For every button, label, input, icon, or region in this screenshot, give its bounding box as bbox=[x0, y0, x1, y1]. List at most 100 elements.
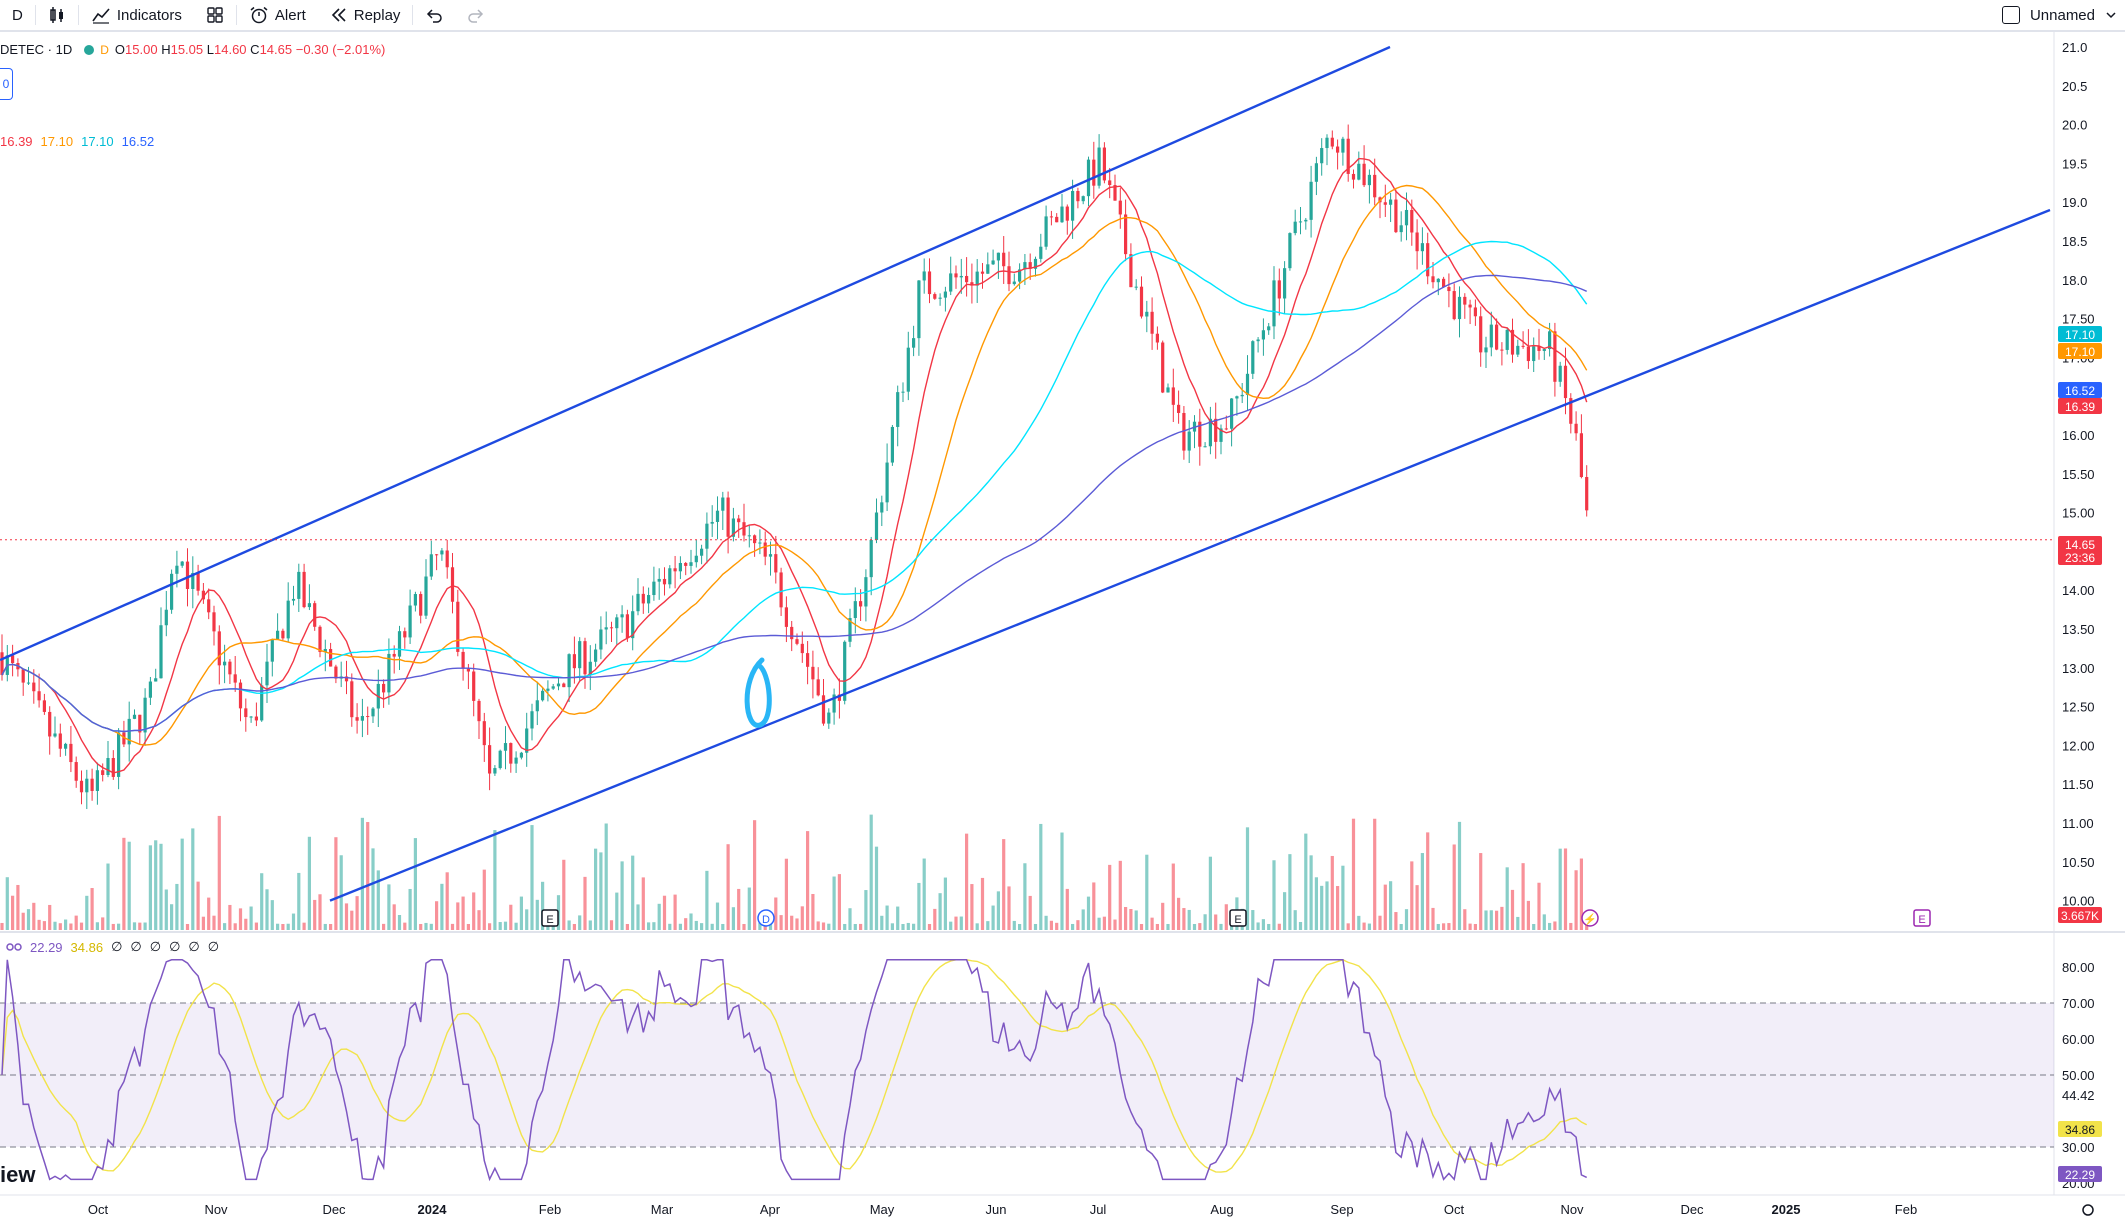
candle-body bbox=[1060, 206, 1064, 223]
replay-button[interactable]: Replay bbox=[318, 0, 413, 30]
candle-body bbox=[154, 678, 158, 682]
volume-bar bbox=[435, 901, 439, 930]
volume-bar bbox=[1192, 923, 1197, 930]
volume-bar bbox=[742, 923, 746, 930]
volume-bar bbox=[291, 913, 296, 930]
candle-body bbox=[784, 607, 788, 627]
candle-body bbox=[583, 641, 587, 675]
volume-bar bbox=[1092, 882, 1096, 930]
volume-bar bbox=[874, 846, 879, 930]
candle-body bbox=[1071, 190, 1075, 221]
layout-name[interactable]: Unnamed bbox=[2029, 6, 2095, 24]
candle-body bbox=[965, 275, 969, 283]
candle-body bbox=[684, 562, 688, 566]
volume-bar bbox=[1346, 923, 1350, 930]
candle-body bbox=[869, 539, 873, 578]
volume-bar bbox=[37, 919, 41, 930]
price-axis-label: 13.50 bbox=[2062, 622, 2095, 637]
candle-body bbox=[790, 626, 794, 640]
candle-body bbox=[1261, 330, 1265, 340]
candle-body bbox=[541, 690, 545, 701]
candle-body bbox=[201, 590, 205, 600]
candle-body bbox=[456, 601, 460, 652]
rsi-axis-label: 30.00 bbox=[2062, 1140, 2095, 1155]
volume-bar bbox=[1039, 823, 1043, 930]
price-tag bbox=[2058, 398, 2102, 414]
rsi-axis-label: 44.42 bbox=[2062, 1088, 2095, 1103]
candle-body bbox=[1283, 268, 1287, 299]
volume-bar bbox=[1442, 923, 1446, 930]
candle-body bbox=[1224, 428, 1228, 430]
candle-body bbox=[1479, 316, 1483, 353]
price-axis-label: 10.50 bbox=[2062, 855, 2095, 870]
volume-bar bbox=[700, 923, 704, 930]
volume-bar bbox=[1373, 818, 1377, 930]
candle-body bbox=[774, 554, 778, 573]
volume-bar bbox=[413, 838, 417, 930]
time-axis-label: Nov bbox=[1560, 1202, 1584, 1217]
candle-body bbox=[1574, 423, 1578, 434]
volume-bar bbox=[122, 837, 126, 930]
candle-body bbox=[1113, 185, 1117, 201]
alert-button[interactable]: Alert bbox=[237, 0, 318, 30]
volume-bar bbox=[1399, 923, 1403, 930]
volume-bar bbox=[1293, 910, 1297, 930]
volume-bar bbox=[408, 888, 412, 930]
templates-button[interactable] bbox=[194, 0, 236, 30]
price-axis-label: 21.0 bbox=[2062, 40, 2087, 55]
ma-orange-value: 17.10 bbox=[40, 134, 74, 149]
candle-body bbox=[1309, 181, 1313, 220]
candle-body bbox=[69, 743, 73, 763]
volume-bar bbox=[1336, 886, 1340, 930]
volume-bar bbox=[1548, 922, 1552, 930]
candle-body bbox=[164, 609, 168, 626]
candle-body bbox=[1039, 246, 1043, 259]
volume-bar bbox=[440, 883, 444, 930]
volume-bar bbox=[710, 923, 714, 930]
legend-box-label: 0 bbox=[2, 77, 10, 91]
candle-body bbox=[1230, 398, 1234, 429]
candle-body bbox=[1288, 233, 1292, 269]
volume-bar bbox=[1415, 885, 1419, 930]
redo-button[interactable] bbox=[455, 0, 497, 30]
volume-bar bbox=[588, 920, 592, 930]
volume-bar bbox=[1479, 853, 1483, 930]
symbol-title: DETEC · 1D bbox=[0, 42, 73, 57]
volume-bar bbox=[450, 923, 455, 930]
candle-body bbox=[1420, 243, 1424, 252]
candle-body bbox=[1367, 174, 1371, 186]
volume-bar bbox=[1500, 906, 1504, 930]
candle-body bbox=[678, 562, 682, 572]
indicators-button[interactable]: Indicators bbox=[79, 0, 194, 30]
undo-button[interactable] bbox=[413, 0, 455, 30]
layout-checkbox[interactable] bbox=[2001, 6, 2020, 24]
chevron-down-icon[interactable] bbox=[2105, 9, 2117, 21]
volume-bar bbox=[933, 908, 937, 930]
chart-type-button[interactable] bbox=[36, 0, 78, 30]
candle-body bbox=[1214, 418, 1218, 442]
candle-body bbox=[1092, 159, 1096, 186]
volume-bar bbox=[371, 848, 375, 930]
volume-bar bbox=[387, 884, 391, 930]
volume-bar bbox=[1505, 867, 1509, 930]
price-tag-label: 16.39 bbox=[2065, 400, 2095, 414]
candle-body bbox=[1086, 159, 1091, 197]
volume-bar bbox=[281, 923, 285, 930]
volume-bar bbox=[1081, 909, 1085, 930]
alarm-clock-icon bbox=[250, 6, 268, 24]
candle-body bbox=[848, 618, 852, 642]
volume-bar bbox=[721, 923, 725, 930]
candle-body bbox=[1341, 138, 1345, 153]
volume-bar bbox=[970, 884, 974, 930]
candle-body bbox=[1065, 206, 1069, 221]
legend-collapse-box[interactable]: 0 bbox=[0, 68, 13, 100]
candle-body bbox=[509, 743, 513, 764]
candle-body bbox=[1055, 216, 1059, 223]
interval-button[interactable]: D bbox=[0, 0, 35, 30]
candle-body bbox=[106, 758, 110, 775]
volume-bar bbox=[111, 923, 115, 930]
candle-body bbox=[122, 732, 126, 745]
candle-body bbox=[1537, 346, 1541, 351]
volume-bar bbox=[922, 858, 926, 930]
